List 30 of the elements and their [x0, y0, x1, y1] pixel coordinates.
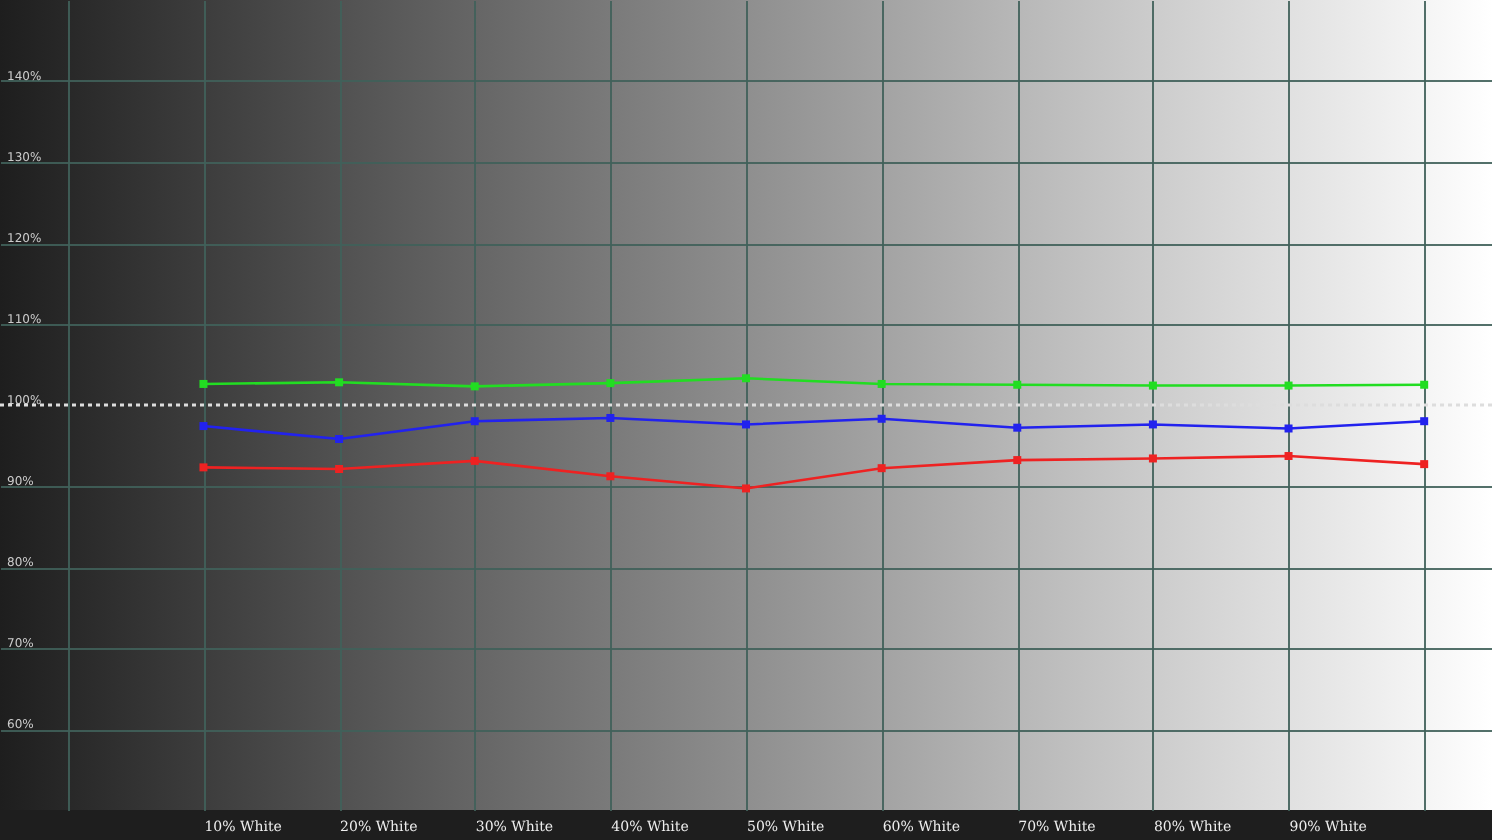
- point: [470, 382, 479, 391]
- point: [1148, 454, 1157, 463]
- point: [470, 417, 479, 426]
- point: [606, 472, 615, 481]
- point: [1013, 456, 1022, 465]
- point: [470, 456, 479, 465]
- point: [1420, 380, 1429, 389]
- point: [1148, 420, 1157, 429]
- point: [1013, 380, 1022, 389]
- point: [1013, 423, 1022, 432]
- point: [199, 422, 208, 431]
- point: [199, 379, 208, 388]
- point: [335, 378, 344, 387]
- point: [877, 379, 886, 388]
- point: [1148, 381, 1157, 390]
- point: [606, 413, 615, 422]
- point: [742, 420, 750, 429]
- point: [1284, 381, 1293, 390]
- point: [1420, 460, 1429, 469]
- point: [742, 484, 750, 493]
- point: [606, 379, 615, 388]
- point: [877, 464, 886, 473]
- point: [1420, 417, 1429, 426]
- point: [742, 374, 750, 383]
- point: [199, 463, 208, 472]
- point: [877, 414, 886, 423]
- point: [1284, 452, 1293, 461]
- point: [1284, 424, 1293, 433]
- point: [335, 464, 344, 473]
- point: [335, 435, 344, 444]
